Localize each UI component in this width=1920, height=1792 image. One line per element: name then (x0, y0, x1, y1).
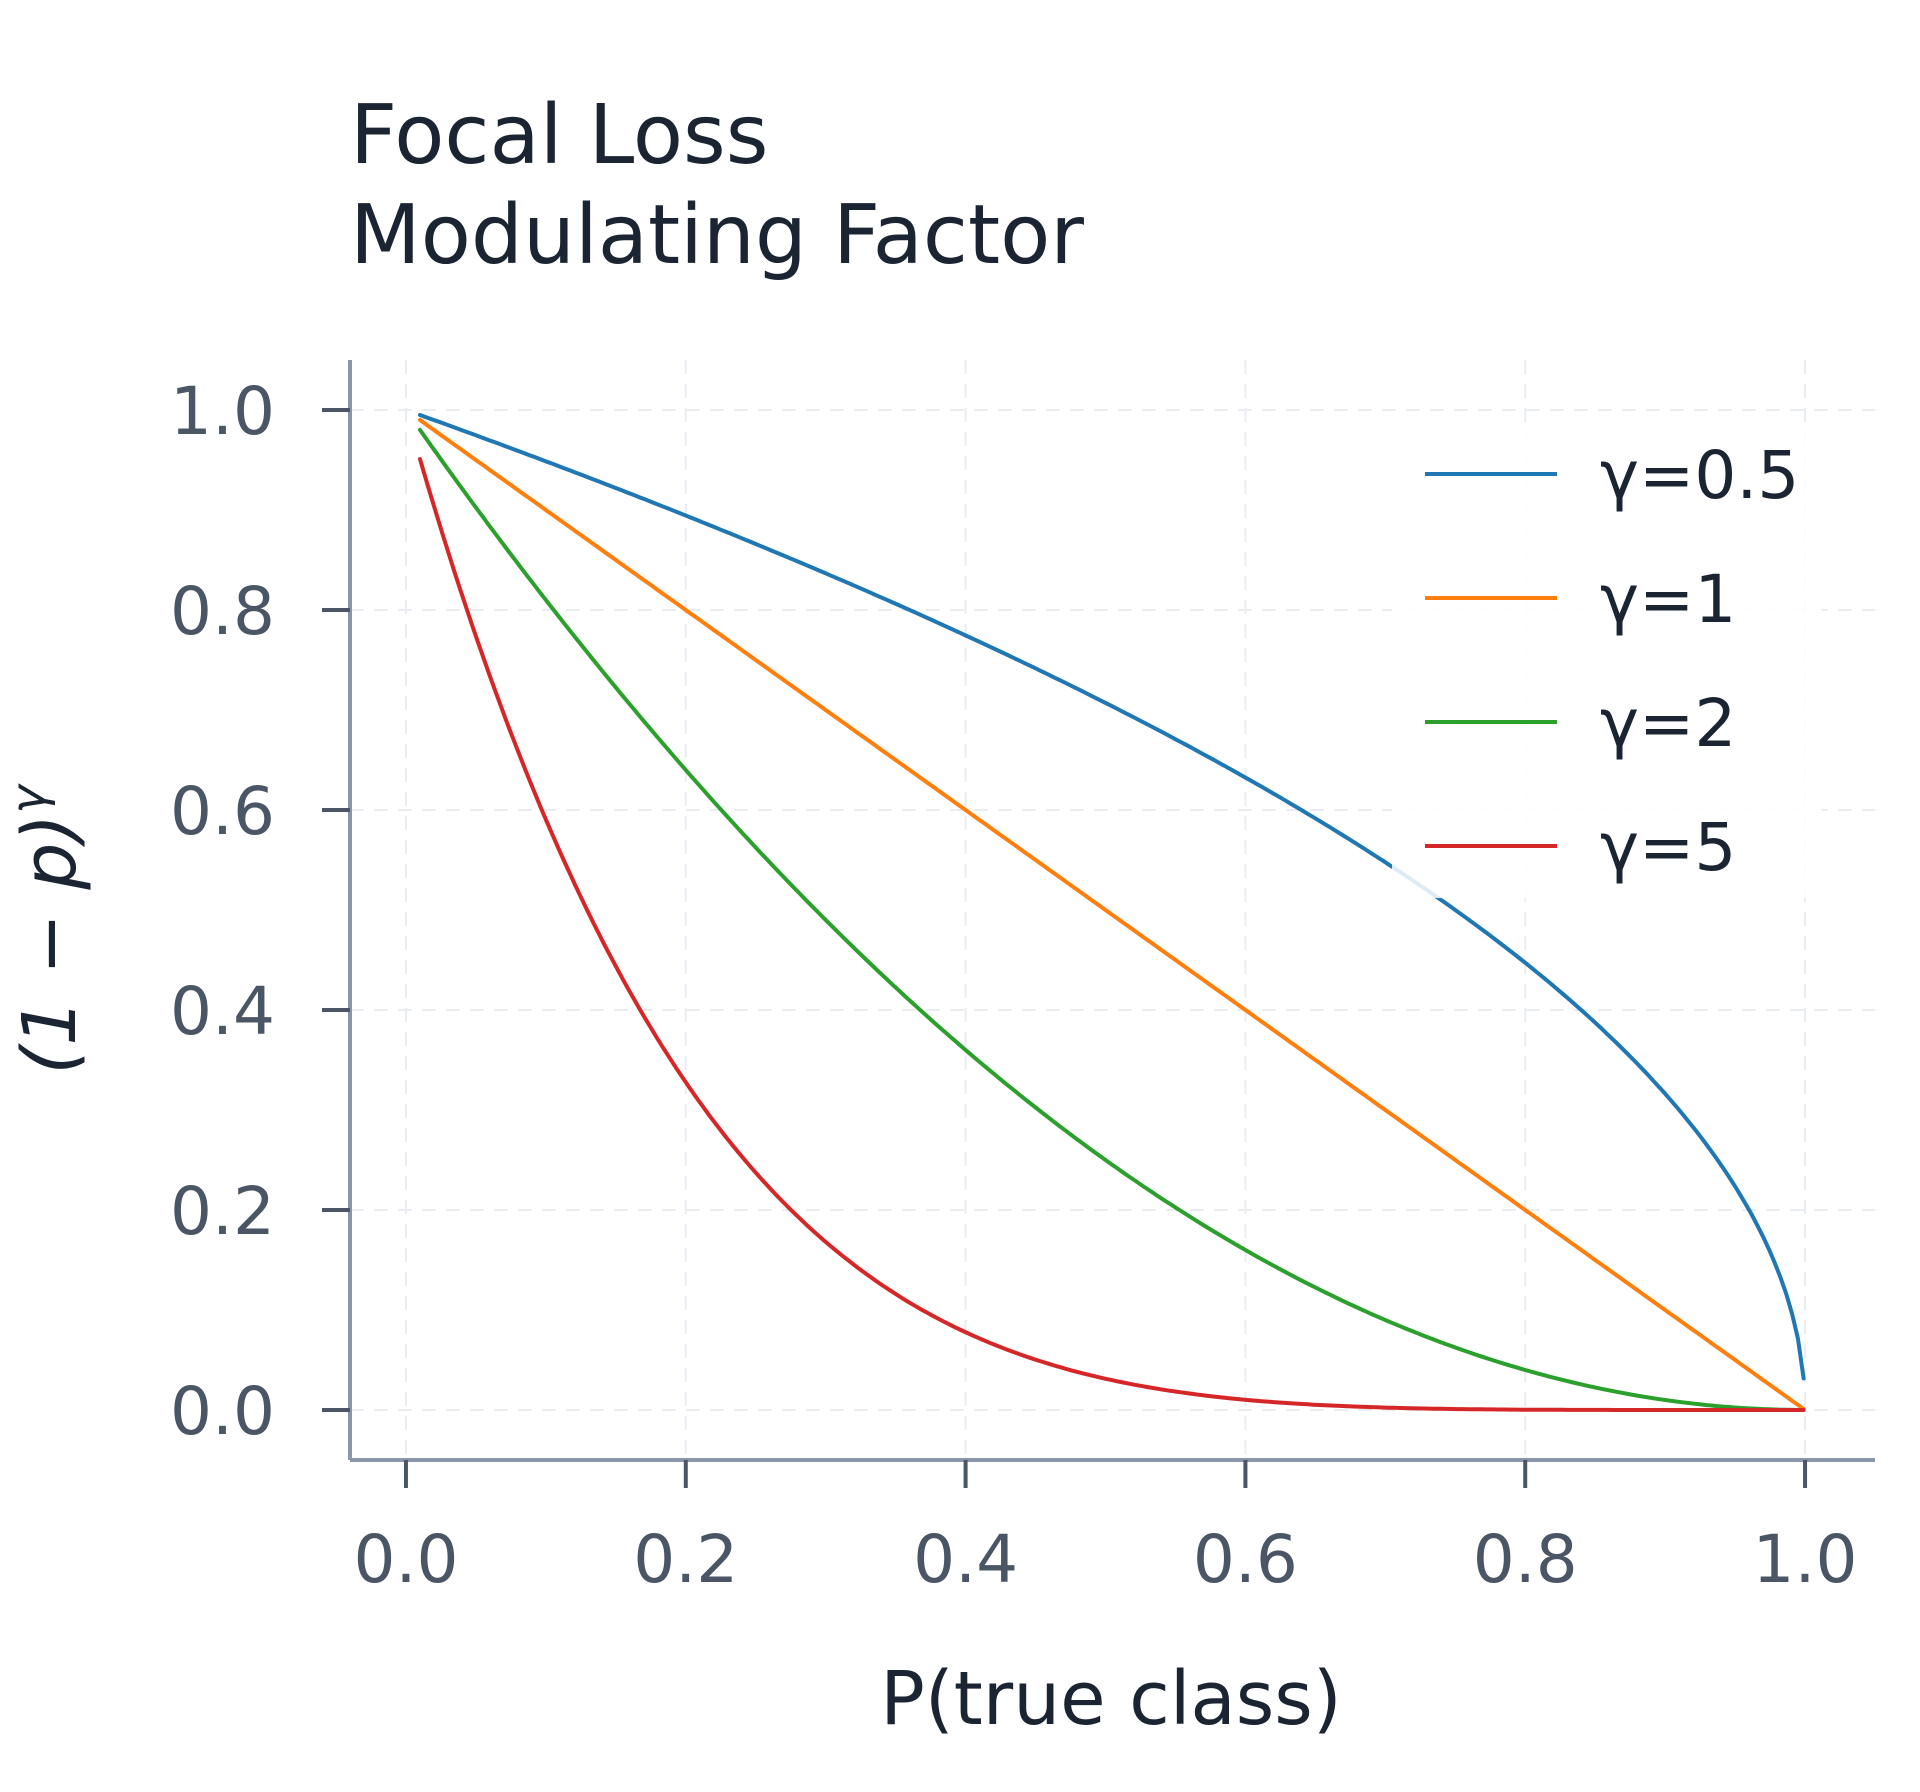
y-tick-label-5: 1.0 (170, 373, 275, 450)
series-lines (418, 413, 1806, 1412)
legend: γ=0.5 γ=1 γ=2 γ=5 (1392, 428, 1822, 898)
y-tick-label-0: 0.0 (170, 1373, 275, 1450)
x-tick-label-2: 0.4 (913, 1521, 1018, 1598)
legend-label-1: γ=1 (1600, 561, 1736, 638)
y-tick-label-2: 0.4 (170, 973, 275, 1050)
legend-label-2: γ=2 (1600, 685, 1736, 762)
legend-background (1392, 428, 1822, 898)
legend-label-3: γ=5 (1600, 809, 1736, 886)
ticks: 0.0 0.2 0.4 0.6 0.8 1.0 0.0 0.2 0.4 0.6 0.8 1.0 (170, 373, 1857, 1598)
y-tick-label-3: 0.6 (170, 773, 275, 850)
grid-lines (350, 360, 1875, 1460)
y-tick-label-4: 0.8 (170, 573, 275, 650)
chart-title-line-2: Modulating Factor (350, 188, 1084, 283)
axes (348, 360, 1875, 1462)
series-line-3 (418, 457, 1806, 1412)
y-axis-label: (1 − p)γ (1, 783, 93, 1075)
legend-label-0: γ=0.5 (1600, 437, 1799, 514)
x-tick-label-1: 0.2 (633, 1521, 738, 1598)
series-line-0 (418, 413, 1806, 1381)
chart-title-line-1: Focal Loss (350, 88, 768, 183)
x-axis-label: P(true class) (880, 1656, 1341, 1742)
x-tick-label-0: 0.0 (353, 1521, 458, 1598)
y-tick-label-1: 0.2 (170, 1173, 275, 1250)
series-line-1 (418, 418, 1806, 1411)
series-line-2 (418, 427, 1806, 1412)
x-tick-label-3: 0.6 (1193, 1521, 1298, 1598)
x-tick-label-5: 1.0 (1753, 1521, 1858, 1598)
x-tick-label-4: 0.8 (1473, 1521, 1578, 1598)
